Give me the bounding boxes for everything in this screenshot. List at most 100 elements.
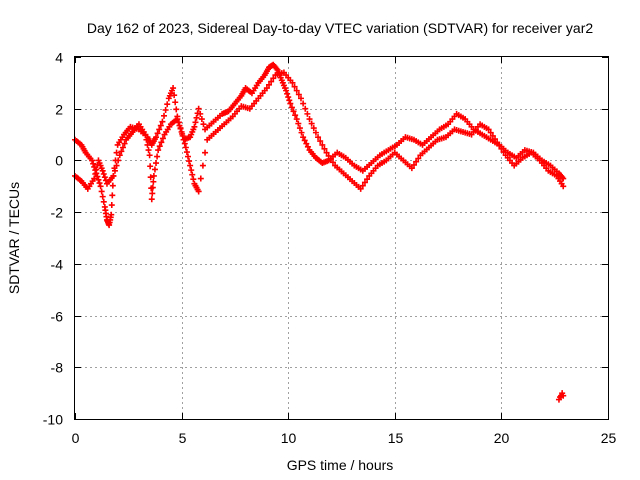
data-point (171, 92, 178, 99)
x-axis-label: GPS time / hours (287, 457, 394, 473)
data-point (308, 120, 315, 127)
data-point (100, 198, 107, 205)
data-point (148, 196, 155, 203)
data-point (304, 110, 311, 117)
data-point (188, 167, 195, 174)
data-point (287, 100, 294, 107)
data-point (300, 134, 307, 141)
data-point (413, 158, 420, 165)
data-point (295, 91, 302, 98)
data-point (323, 149, 330, 156)
data-point (144, 141, 151, 148)
data-point (118, 148, 125, 155)
data-point (306, 116, 313, 123)
data-point (119, 144, 126, 151)
data-point (293, 116, 300, 123)
data-point (192, 119, 199, 126)
data-point (285, 94, 292, 101)
data-point (408, 165, 415, 172)
x-tick-label: 0 (72, 430, 80, 446)
data-point (90, 160, 97, 167)
data-point (147, 163, 154, 170)
data-point (159, 135, 166, 142)
data-point (560, 392, 567, 399)
data-point (146, 152, 153, 159)
data-point (485, 126, 492, 133)
data-point (290, 108, 297, 115)
data-point (487, 129, 494, 136)
data-point (296, 125, 303, 132)
data-point (289, 79, 296, 86)
y-tick-label: 2 (55, 102, 63, 118)
series-outlier (555, 390, 567, 403)
data-point (288, 104, 295, 111)
data-point (173, 106, 180, 113)
data-point (100, 171, 107, 178)
data-point (109, 182, 116, 189)
data-point (317, 138, 324, 145)
data-point (494, 139, 501, 146)
data-point (153, 160, 160, 167)
data-point (357, 185, 364, 192)
data-point (270, 75, 277, 82)
data-point (108, 211, 115, 218)
data-point (415, 155, 422, 162)
data-point (162, 107, 169, 114)
data-point (154, 153, 161, 160)
data-point (195, 188, 202, 195)
data-point (191, 123, 198, 130)
data-point (268, 78, 275, 85)
data-point (95, 176, 102, 183)
data-point (89, 157, 96, 164)
data-point (149, 184, 156, 191)
data-point (164, 101, 171, 108)
data-point (111, 167, 118, 174)
data-point (93, 166, 100, 173)
data-point (175, 119, 182, 126)
data-point (200, 121, 207, 128)
data-point (301, 137, 308, 144)
data-point (263, 85, 270, 92)
data-point (177, 125, 184, 132)
y-tick-label: 4 (55, 50, 63, 66)
data-point (197, 175, 204, 182)
data-point (327, 156, 334, 163)
data-point (180, 136, 187, 143)
data-point (99, 167, 106, 174)
data-point (319, 141, 326, 148)
data-point (496, 142, 503, 149)
data-point (153, 134, 160, 141)
data-point (500, 149, 507, 156)
data-marks (72, 61, 567, 403)
data-point (295, 120, 302, 127)
data-point (302, 105, 309, 112)
data-point (113, 162, 120, 169)
data-point (176, 122, 183, 129)
data-point (184, 153, 191, 160)
x-tick-label: 20 (494, 430, 510, 446)
data-point (293, 87, 300, 94)
data-point (197, 110, 204, 117)
data-point (149, 190, 156, 197)
data-point (174, 116, 181, 123)
data-point (183, 149, 190, 156)
data-point (170, 85, 177, 92)
data-point (283, 87, 290, 94)
data-point (297, 95, 304, 102)
data-point (303, 140, 310, 147)
grid (75, 57, 608, 419)
data-point (498, 145, 505, 152)
data-point (157, 122, 164, 129)
data-point (187, 162, 194, 169)
data-point (560, 183, 567, 190)
data-point (186, 158, 193, 165)
x-tick-label: 10 (281, 430, 297, 446)
data-point (151, 166, 158, 173)
data-point (109, 192, 116, 199)
data-point (304, 143, 311, 150)
data-point (113, 149, 120, 156)
data-point (142, 131, 149, 138)
data-point (91, 175, 98, 182)
data-point (161, 112, 168, 119)
data-point (159, 118, 166, 125)
